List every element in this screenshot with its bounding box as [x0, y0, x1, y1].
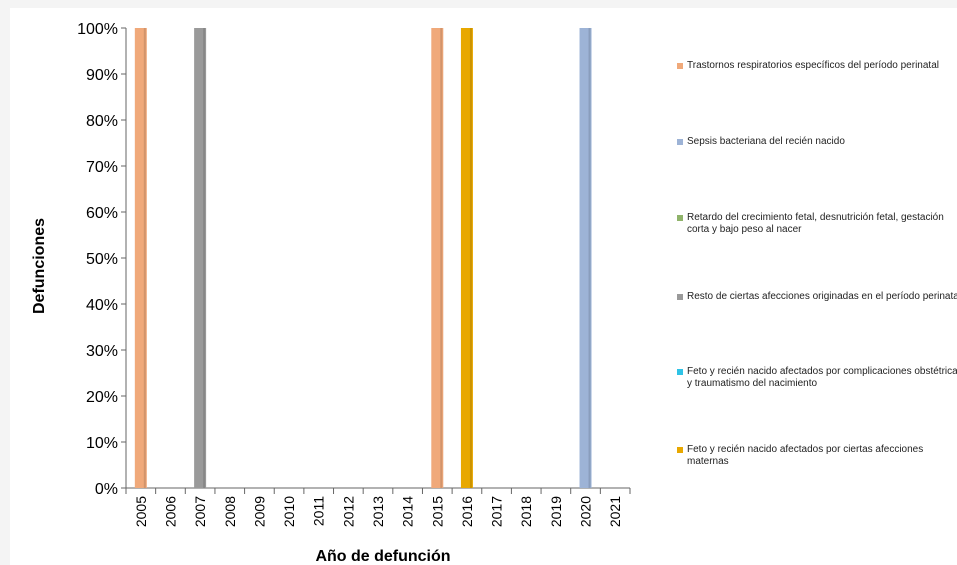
x-tick-label: 2007 [192, 496, 208, 527]
x-tick-label: 2019 [548, 496, 564, 527]
chart-frame: Defunciones Año de defunción 0% 10% 20% 30%… [10, 8, 957, 565]
y-tick-label: 40% [86, 297, 118, 314]
x-tick-label: 2013 [370, 496, 386, 527]
bar-segment [134, 28, 147, 488]
y-tick-label: 70% [86, 159, 118, 176]
x-tick-label: 2018 [518, 496, 534, 527]
legend-label: Sepsis bacteriana del recién nacido [687, 136, 845, 147]
legend-label: Resto de ciertas afecciones originadas e… [687, 291, 957, 302]
legend-label: Trastornos respiratorios específicos del… [687, 60, 939, 71]
x-tick-label: 2006 [162, 496, 178, 527]
legend-swatch [677, 294, 683, 300]
y-axis-title: Defunciones [31, 218, 48, 314]
bar-segment [431, 28, 444, 488]
x-tick-label: 2011 [311, 496, 327, 526]
x-tick-label: 2020 [578, 496, 594, 527]
y-tick-label: 30% [86, 343, 118, 360]
legend-swatch [677, 369, 683, 375]
x-tick-label: 2015 [429, 496, 445, 527]
legend-entry: Trastornos respiratorios específicos del… [677, 60, 957, 72]
legend-swatch [677, 139, 683, 145]
x-tick-label: 2005 [133, 496, 149, 527]
stacked-percent-bar-chart: Defunciones Año de defunción 0% 10% 20% 30%… [31, 21, 631, 565]
legend-entry: Resto de ciertas afecciones originadas e… [677, 291, 957, 303]
y-tick-label: 60% [86, 205, 118, 222]
y-tick-label: 20% [86, 389, 118, 406]
legend-entry: Retardo del crecimiento fetal, desnutric… [677, 212, 957, 236]
y-tick-label: 100% [77, 21, 118, 38]
y-tick-label: 90% [86, 67, 118, 84]
x-tick-label: 2021 [607, 496, 623, 527]
x-axis-title: Año de defunción [315, 548, 450, 565]
x-tick-label: 2009 [251, 496, 267, 527]
legend-entry: Feto y recién nacido afectados por compl… [677, 366, 957, 390]
bar-segment [579, 28, 592, 488]
y-tick-label: 80% [86, 113, 118, 130]
x-tick-label: 2016 [459, 496, 475, 527]
x-tick-label: 2008 [222, 496, 238, 527]
x-tick-label: 2014 [400, 496, 416, 527]
legend-entry: Sepsis bacteriana del recién nacido [677, 136, 957, 148]
legend-swatch [677, 215, 683, 221]
y-tick-label: 0% [95, 481, 118, 498]
bar-segment [194, 28, 207, 488]
y-tick-label: 10% [86, 435, 118, 452]
y-tick-label: 50% [86, 251, 118, 268]
x-tick-label: 2010 [281, 496, 297, 527]
x-tick-label: 2012 [340, 496, 356, 527]
bar-segment [460, 28, 473, 488]
legend-swatch [677, 63, 683, 69]
legend-label: Feto y recién nacido afectados por ciert… [687, 444, 924, 467]
legend-label: Retardo del crecimiento fetal, desnutric… [687, 212, 944, 235]
x-tick-label: 2017 [489, 496, 505, 527]
legend-entry: Feto y recién nacido afectados por ciert… [677, 444, 957, 468]
legend-label: Feto y recién nacido afectados por compl… [687, 366, 957, 389]
legend-swatch [677, 447, 683, 453]
